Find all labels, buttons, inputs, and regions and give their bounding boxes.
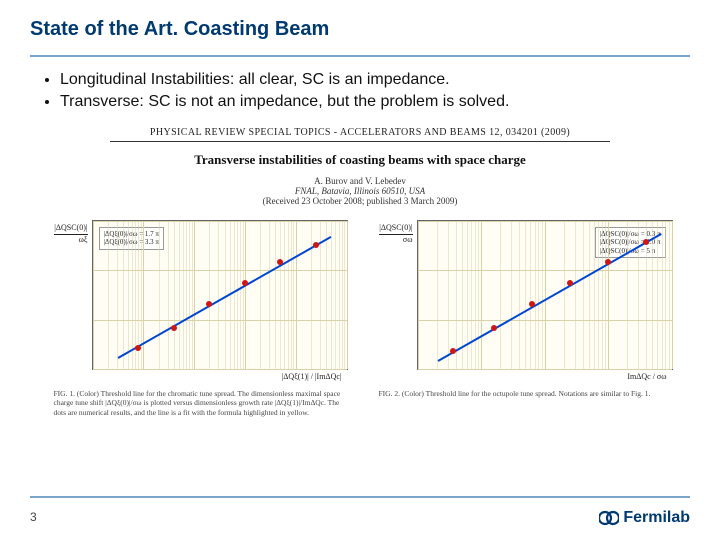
fig2-ylabel: |ΔQSC(0)| σω (373, 220, 417, 370)
paper-affiliation: FNAL, Batavia, Illinois 60510, USA (70, 186, 650, 196)
bullet-item: Longitudinal Instabilities: all clear, S… (60, 71, 680, 89)
fig2-plot-area: |ΔQSC(0)|/σω = 0.3 π |ΔQSC(0)|/σω = 1.0 … (417, 220, 673, 370)
fig2-xlabel: ImΔQc / σω (627, 372, 666, 381)
paper-title: Transverse instabilities of coasting bea… (70, 152, 650, 168)
journal-underline (110, 141, 610, 142)
slide-title: State of the Art. Coasting Beam (30, 18, 690, 41)
paper-authors: A. Burov and V. Lebedev (70, 176, 650, 186)
fig1-xlabel: |ΔQξ(1)| / |ImΔQc| (282, 372, 342, 381)
fermilab-icon (599, 508, 619, 528)
fig1-plot-area: |ΔQξ(0)|/σω = 1.7 π |ΔQξ(0)|/σω = 3.3 π (92, 220, 348, 370)
paper-header: PHYSICAL REVIEW SPECIAL TOPICS - ACCELER… (70, 127, 650, 206)
fermilab-logo: Fermilab (599, 508, 690, 528)
paper-dates: (Received 23 October 2008; published 3 M… (70, 196, 650, 206)
figures-row: |ΔQSC(0)| ωξ |ΔQξ(0)|/σω = 1.7 π |ΔQξ(0)… (40, 220, 680, 417)
bullet-list: Longitudinal Instabilities: all clear, S… (0, 57, 720, 121)
page-number: 3 (30, 510, 37, 524)
figure-2: |ΔQSC(0)| σω |ΔQSC(0)|/σω = 0.3 π |ΔQSC(… (373, 220, 673, 417)
figure-1: |ΔQSC(0)| ωξ |ΔQξ(0)|/σω = 1.7 π |ΔQξ(0)… (48, 220, 348, 417)
bullet-item: Transverse: SC is not an impedance, but … (60, 93, 680, 111)
fig1-caption: FIG. 1. (Color) Threshold line for the c… (48, 389, 348, 417)
fig2-caption: FIG. 2. (Color) Threshold line for the o… (373, 389, 673, 398)
footer-rule (30, 496, 690, 498)
journal-line: PHYSICAL REVIEW SPECIAL TOPICS - ACCELER… (70, 127, 650, 138)
fig1-ylabel: |ΔQSC(0)| ωξ (48, 220, 92, 370)
